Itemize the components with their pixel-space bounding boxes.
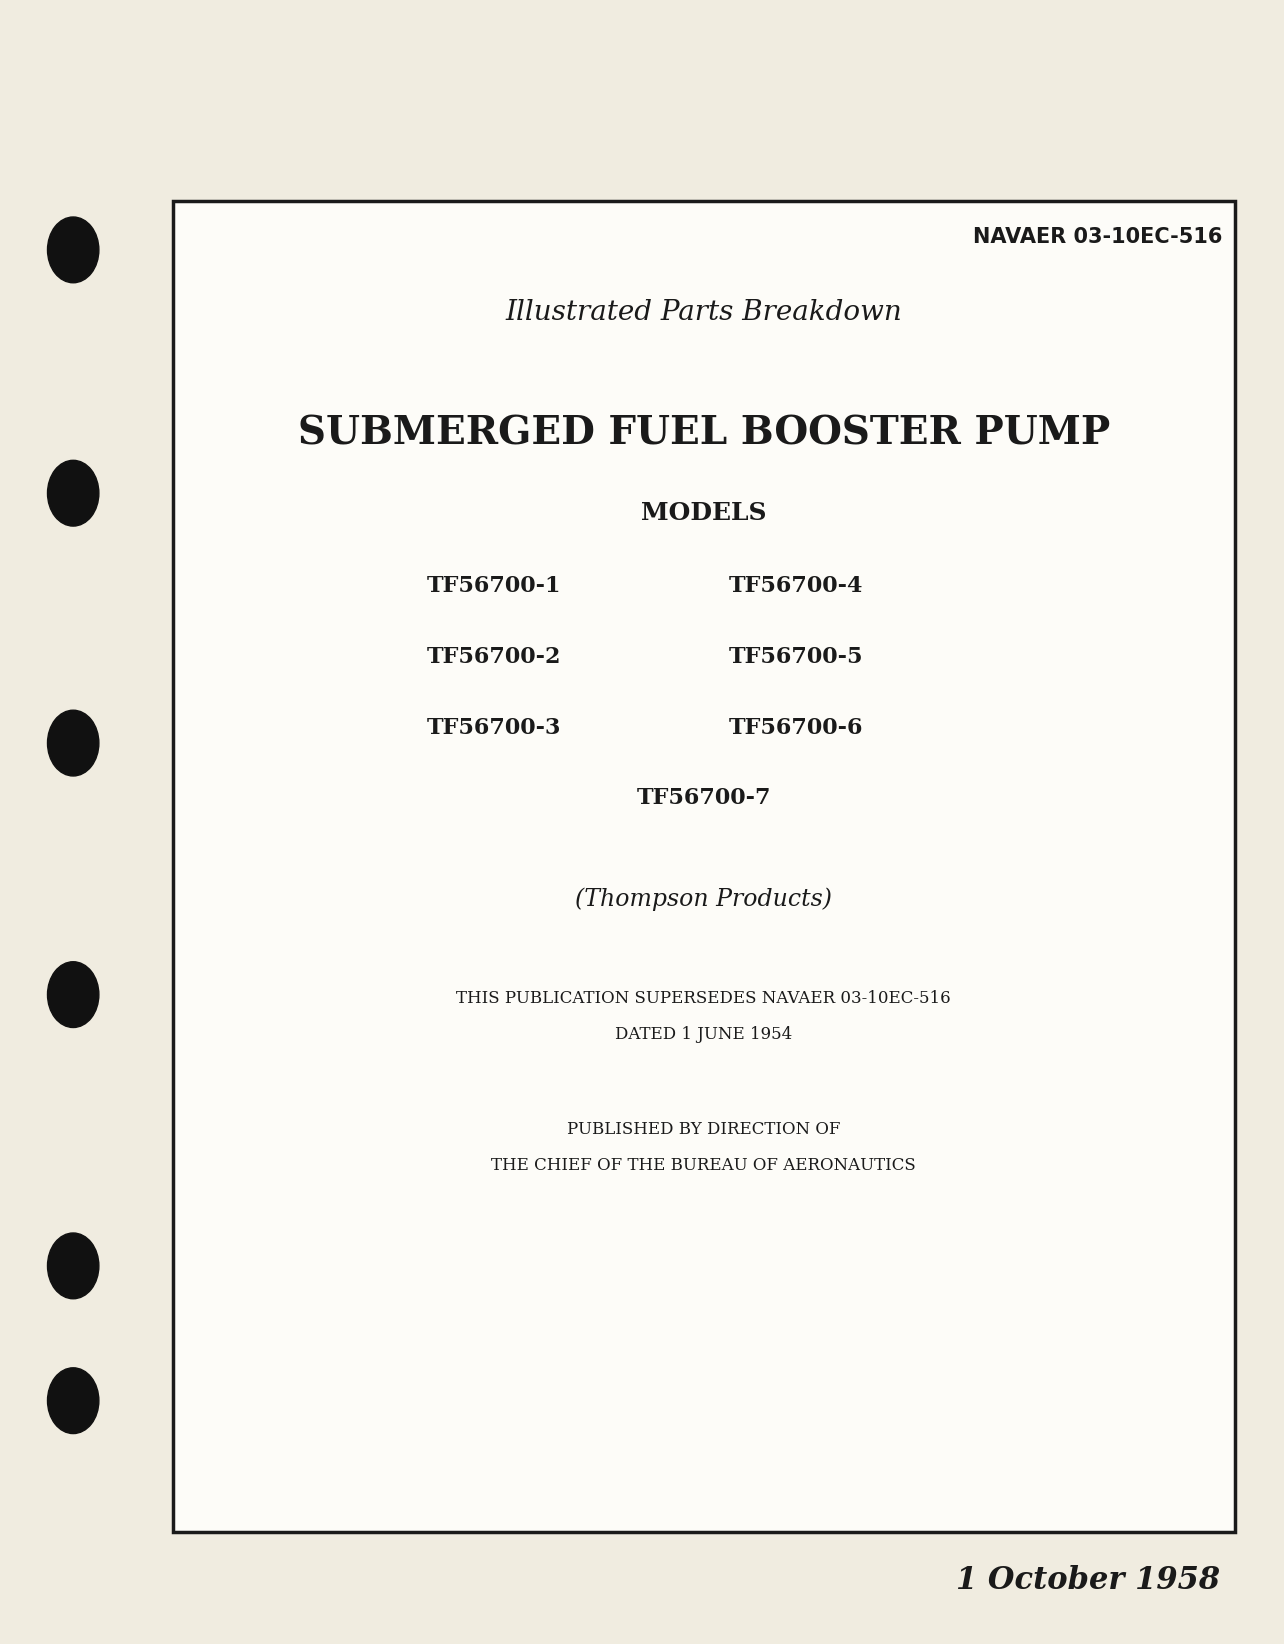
Text: TF56700-3: TF56700-3	[428, 717, 561, 738]
Text: MODELS: MODELS	[641, 501, 767, 526]
Circle shape	[48, 460, 99, 526]
Text: TF56700-2: TF56700-2	[428, 646, 561, 667]
Bar	[173, 201, 1235, 1532]
Text: SUBMERGED FUEL BOOSTER PUMP: SUBMERGED FUEL BOOSTER PUMP	[298, 414, 1109, 452]
Text: TF56700-4: TF56700-4	[729, 575, 863, 597]
Circle shape	[48, 962, 99, 1028]
Text: TF56700-7: TF56700-7	[637, 787, 770, 809]
Text: (Thompson Products): (Thompson Products)	[575, 888, 832, 911]
Text: THE CHIEF OF THE BUREAU OF AERONAUTICS: THE CHIEF OF THE BUREAU OF AERONAUTICS	[492, 1157, 915, 1174]
Text: TF56700-1: TF56700-1	[428, 575, 561, 597]
Text: NAVAER 03-10EC-516: NAVAER 03-10EC-516	[973, 227, 1222, 247]
Text: TF56700-6: TF56700-6	[729, 717, 863, 738]
Text: THIS PUBLICATION SUPERSEDES NAVAER 03-10EC-516: THIS PUBLICATION SUPERSEDES NAVAER 03-10…	[456, 990, 951, 1006]
Text: Illustrated Parts Breakdown: Illustrated Parts Breakdown	[506, 299, 901, 326]
Text: 1 October 1958: 1 October 1958	[955, 1565, 1220, 1596]
Text: PUBLISHED BY DIRECTION OF: PUBLISHED BY DIRECTION OF	[566, 1121, 841, 1138]
Circle shape	[48, 1233, 99, 1299]
Circle shape	[48, 710, 99, 776]
Text: DATED 1 JUNE 1954: DATED 1 JUNE 1954	[615, 1026, 792, 1042]
Text: TF56700-5: TF56700-5	[729, 646, 863, 667]
Circle shape	[48, 217, 99, 283]
Circle shape	[48, 1368, 99, 1434]
